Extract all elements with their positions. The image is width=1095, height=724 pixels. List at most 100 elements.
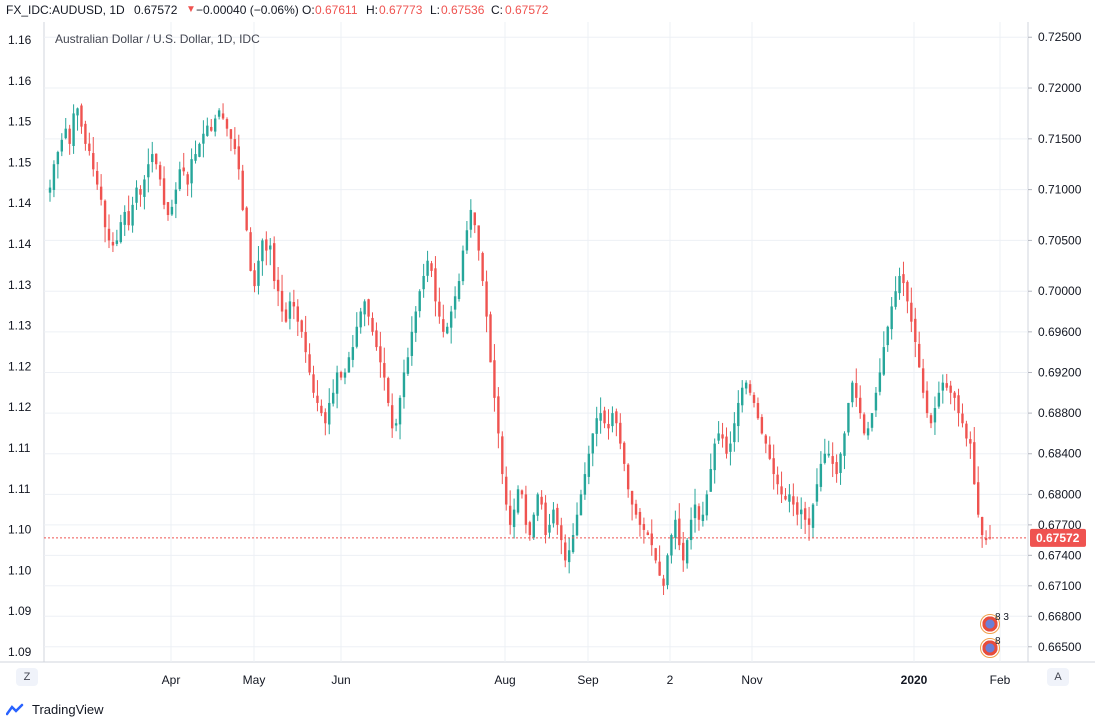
candle-body — [658, 561, 661, 576]
brand-name[interactable]: TradingView — [32, 702, 104, 717]
candle-body — [859, 397, 862, 414]
candle-body — [764, 435, 768, 444]
candle-body — [355, 326, 358, 347]
candle-body — [206, 125, 209, 136]
candle-body — [725, 436, 728, 454]
candle-body — [485, 281, 488, 317]
candle-body — [646, 532, 650, 536]
tradingview-logo-icon[interactable] — [6, 703, 28, 717]
candle-body — [556, 507, 559, 525]
candle-body — [422, 275, 425, 290]
candle-body — [843, 433, 846, 456]
right-tick-label: 0.69200 — [1038, 365, 1082, 379]
candle-body — [465, 230, 469, 251]
right-tick-label: 0.72000 — [1038, 81, 1082, 95]
candle-body — [603, 410, 606, 424]
candle-body — [807, 518, 811, 525]
left-tick-label: 1.09 — [8, 645, 32, 659]
candle-body — [390, 405, 394, 429]
candle-body — [402, 372, 406, 398]
candle-body — [446, 326, 449, 334]
candle-body — [709, 468, 712, 492]
candle-body — [68, 128, 71, 144]
candle-body — [292, 302, 296, 307]
candle-body — [335, 372, 339, 394]
candle-body — [147, 164, 150, 178]
candle-body — [729, 443, 732, 452]
candle-body — [461, 250, 465, 282]
candle-body — [548, 524, 551, 533]
candle-body — [174, 189, 178, 204]
right-tick-label: 0.68400 — [1038, 447, 1082, 461]
candle-body — [135, 187, 138, 203]
candle-body — [870, 413, 874, 428]
candle-body — [957, 395, 960, 414]
candle-body — [823, 453, 827, 463]
symbol-label[interactable]: FX_IDC:AUDUSD, 1D — [6, 3, 125, 17]
left-tick-label: 1.11 — [8, 441, 31, 455]
candle-body — [339, 372, 343, 378]
candle-body — [225, 119, 229, 129]
auto-scale-button[interactable]: A — [1047, 668, 1069, 686]
candle-body — [965, 423, 968, 439]
candle-body — [713, 443, 716, 471]
candle-body — [304, 332, 307, 353]
left-tick-label: 1.10 — [8, 563, 32, 577]
candle-body — [288, 301, 292, 319]
candle-body — [351, 347, 355, 360]
candle-body — [170, 206, 174, 215]
x-tick-label: 2020 — [901, 673, 928, 687]
candle-body — [64, 128, 67, 139]
candle-body — [276, 279, 280, 292]
candle-body — [237, 146, 240, 170]
candle-body — [654, 548, 657, 561]
right-tick-label: 0.68800 — [1038, 406, 1082, 420]
candle-body — [320, 405, 323, 414]
candle-body — [626, 464, 630, 490]
candle-body — [103, 200, 107, 228]
candle-body — [178, 169, 181, 190]
candle-body — [894, 291, 897, 307]
candle-body — [379, 346, 382, 363]
candle-body — [528, 522, 532, 536]
candle-body — [410, 331, 414, 356]
event-badge-1[interactable]: 8 3 — [978, 612, 1016, 634]
candle-body — [949, 385, 952, 393]
candle-body — [878, 372, 882, 392]
zoom-button[interactable]: Z — [16, 668, 38, 686]
price-chart[interactable]: 0.72500 0.72000 0.71500 0.71000 0.70500 0.700… — [0, 22, 1095, 694]
candle-body — [296, 306, 299, 322]
candle-body — [906, 281, 909, 302]
candle-body — [697, 506, 701, 520]
left-tick-label: 1.10 — [8, 523, 32, 537]
candle-body — [123, 211, 126, 225]
candle-body — [933, 408, 937, 423]
candle-body — [76, 108, 79, 116]
candle-body — [343, 372, 347, 378]
candle-body — [575, 514, 579, 536]
candle-body — [469, 209, 473, 230]
candle-body — [324, 412, 327, 424]
candle-body — [367, 299, 370, 317]
candle-body — [579, 494, 583, 516]
candle-body — [792, 496, 795, 505]
candle-body — [182, 167, 185, 172]
left-tick-label: 1.11 — [8, 482, 31, 496]
candle-body — [953, 392, 956, 398]
candle-body — [874, 392, 878, 411]
candle-body — [973, 442, 976, 485]
candle-body — [398, 397, 402, 425]
candle-body — [929, 415, 933, 424]
candle-body — [835, 462, 838, 475]
candle-body — [300, 320, 303, 332]
candle-body — [587, 453, 591, 477]
candle-body — [477, 225, 480, 251]
candle-body — [685, 540, 689, 564]
candle-body — [599, 413, 602, 421]
candle-body — [800, 509, 803, 515]
candle-body — [312, 374, 315, 393]
event-badge-2[interactable]: 8 — [978, 636, 1016, 658]
candle-body — [619, 422, 622, 444]
candle-body — [194, 154, 197, 161]
candle-body — [253, 270, 256, 287]
